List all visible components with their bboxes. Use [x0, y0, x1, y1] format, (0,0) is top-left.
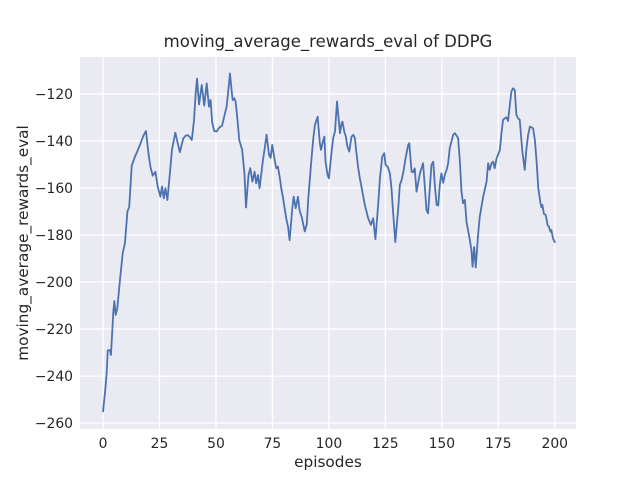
- y-tick-label: −140: [35, 134, 73, 150]
- y-tick-label: −260: [35, 416, 73, 432]
- grid-lines: [80, 57, 576, 429]
- plot-area: [80, 57, 576, 429]
- y-axis-label: moving_average_rewards_eval: [14, 125, 33, 361]
- y-tick-label: −200: [35, 275, 73, 291]
- x-tick-label: 50: [207, 436, 225, 452]
- x-tick-label: 100: [316, 436, 343, 452]
- x-tick-label: 125: [372, 436, 399, 452]
- x-tick-label: 25: [151, 436, 169, 452]
- x-axis-label: episodes: [294, 453, 362, 471]
- reward-line: [102, 72, 556, 413]
- y-tick-label: −220: [35, 322, 73, 338]
- data-series: [102, 72, 556, 413]
- y-tick-label: −120: [35, 87, 73, 103]
- x-tick-label: 150: [429, 436, 456, 452]
- x-tick-label: 200: [542, 436, 569, 452]
- plot-background: [80, 57, 576, 429]
- x-tick-label: 0: [99, 436, 108, 452]
- y-tick-label: −240: [35, 369, 73, 385]
- x-tick-label: 175: [485, 436, 512, 452]
- x-tick-label: 75: [264, 436, 282, 452]
- y-tick-label: −160: [35, 181, 73, 197]
- y-tick-label: −180: [35, 228, 73, 244]
- chart-title: moving_average_rewards_eval of DDPG: [164, 32, 493, 52]
- tick-labels: 0 25 50 75 100 125 150 175 200 −260 −240 −220 −200 −1…: [35, 87, 568, 452]
